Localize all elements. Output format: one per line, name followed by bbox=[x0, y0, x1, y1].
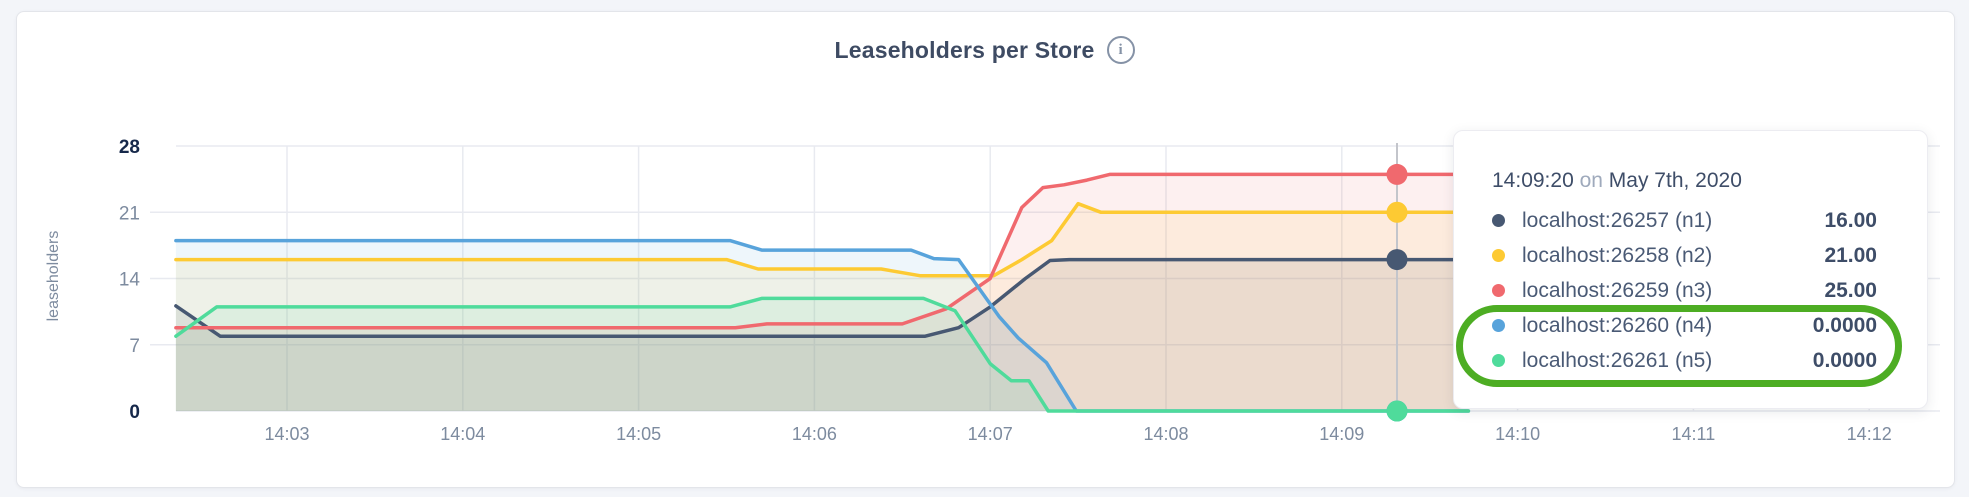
series-line-n4 bbox=[174, 238, 1471, 413]
tooltip-on-word: on bbox=[1579, 169, 1603, 192]
series-fill-n1 bbox=[175, 259, 1469, 411]
hover-marker-n3 bbox=[1386, 163, 1408, 185]
y-axis-title: leaseholders bbox=[45, 231, 62, 322]
tooltip-time: 14:09:20 bbox=[1492, 169, 1574, 192]
series-fill-n3 bbox=[175, 174, 1469, 411]
info-icon[interactable]: i bbox=[1106, 36, 1135, 64]
y-tick-label: 7 bbox=[129, 336, 140, 357]
tooltip-row-value: 25.00 bbox=[1824, 278, 1877, 302]
hover-marker-n2 bbox=[1386, 201, 1408, 223]
tooltip-row-label: localhost:26258 (n2) bbox=[1522, 243, 1713, 267]
x-tick-label: 14:11 bbox=[1672, 424, 1716, 444]
tooltip-row-label: localhost:26260 (n4) bbox=[1522, 313, 1713, 337]
series-color-dot bbox=[1492, 319, 1505, 332]
series-color-dot bbox=[1492, 249, 1505, 262]
series-color-dot bbox=[1492, 284, 1505, 297]
x-tick-label: 14:05 bbox=[616, 424, 661, 444]
chart-title: Leaseholders per Store bbox=[834, 36, 1095, 63]
series-line-n3 bbox=[174, 172, 1471, 330]
tooltip-row-label: localhost:26257 (n1) bbox=[1522, 208, 1713, 232]
hover-marker-n5 bbox=[1386, 400, 1408, 422]
tooltip-row-n3: localhost:26259 (n3) 25.00 bbox=[1492, 273, 1877, 308]
tooltip-row-value: 0.0000 bbox=[1812, 313, 1877, 337]
hover-tooltip: 14:09:20 on May 7th, 2020 localhost:2625… bbox=[1453, 130, 1928, 409]
y-tick-label: 0 bbox=[129, 402, 140, 423]
tooltip-rows: localhost:26257 (n1) 16.00 localhost:26258… bbox=[1492, 203, 1877, 378]
series-color-dot bbox=[1492, 354, 1505, 367]
chart-header: Leaseholders per Store i bbox=[0, 36, 1969, 64]
x-tick-label: 14:07 bbox=[968, 424, 1013, 444]
tooltip-row-n2: localhost:26258 (n2) 21.00 bbox=[1492, 238, 1877, 273]
x-tick-label: 14:08 bbox=[1143, 424, 1188, 444]
series-line-n5 bbox=[174, 296, 1471, 413]
tooltip-date: May 7th, 2020 bbox=[1608, 169, 1742, 192]
tooltip-row-value: 21.00 bbox=[1824, 243, 1877, 267]
x-tick-label: 14:04 bbox=[440, 424, 485, 444]
x-tick-label: 14:03 bbox=[264, 424, 309, 444]
series-fill-n2 bbox=[175, 203, 1469, 411]
y-tick-label: 28 bbox=[119, 137, 140, 158]
y-tick-label: 21 bbox=[119, 203, 140, 224]
x-tick-label: 14:09 bbox=[1319, 424, 1364, 444]
tooltip-row-n1: localhost:26257 (n1) 16.00 bbox=[1492, 203, 1877, 238]
hover-marker-n1 bbox=[1386, 249, 1408, 271]
tooltip-row-n4: localhost:26260 (n4) 0.0000 bbox=[1492, 308, 1877, 343]
tooltip-row-n5: localhost:26261 (n5) 0.0000 bbox=[1492, 343, 1877, 378]
x-tick-label: 14:06 bbox=[792, 424, 837, 444]
tooltip-row-label: localhost:26259 (n3) bbox=[1522, 278, 1713, 302]
series-line-n2 bbox=[174, 201, 1471, 278]
tooltip-header: 14:09:20 on May 7th, 2020 bbox=[1492, 167, 1877, 195]
tooltip-row-label: localhost:26261 (n5) bbox=[1522, 348, 1713, 372]
x-tick-label: 14:12 bbox=[1847, 424, 1892, 444]
x-tick-label: 14:10 bbox=[1495, 424, 1540, 444]
series-fill-n4 bbox=[175, 240, 1469, 411]
series-color-dot bbox=[1492, 214, 1505, 227]
tooltip-row-value: 16.00 bbox=[1824, 208, 1877, 232]
tooltip-row-value: 0.0000 bbox=[1812, 348, 1877, 372]
y-tick-label: 14 bbox=[119, 270, 141, 291]
